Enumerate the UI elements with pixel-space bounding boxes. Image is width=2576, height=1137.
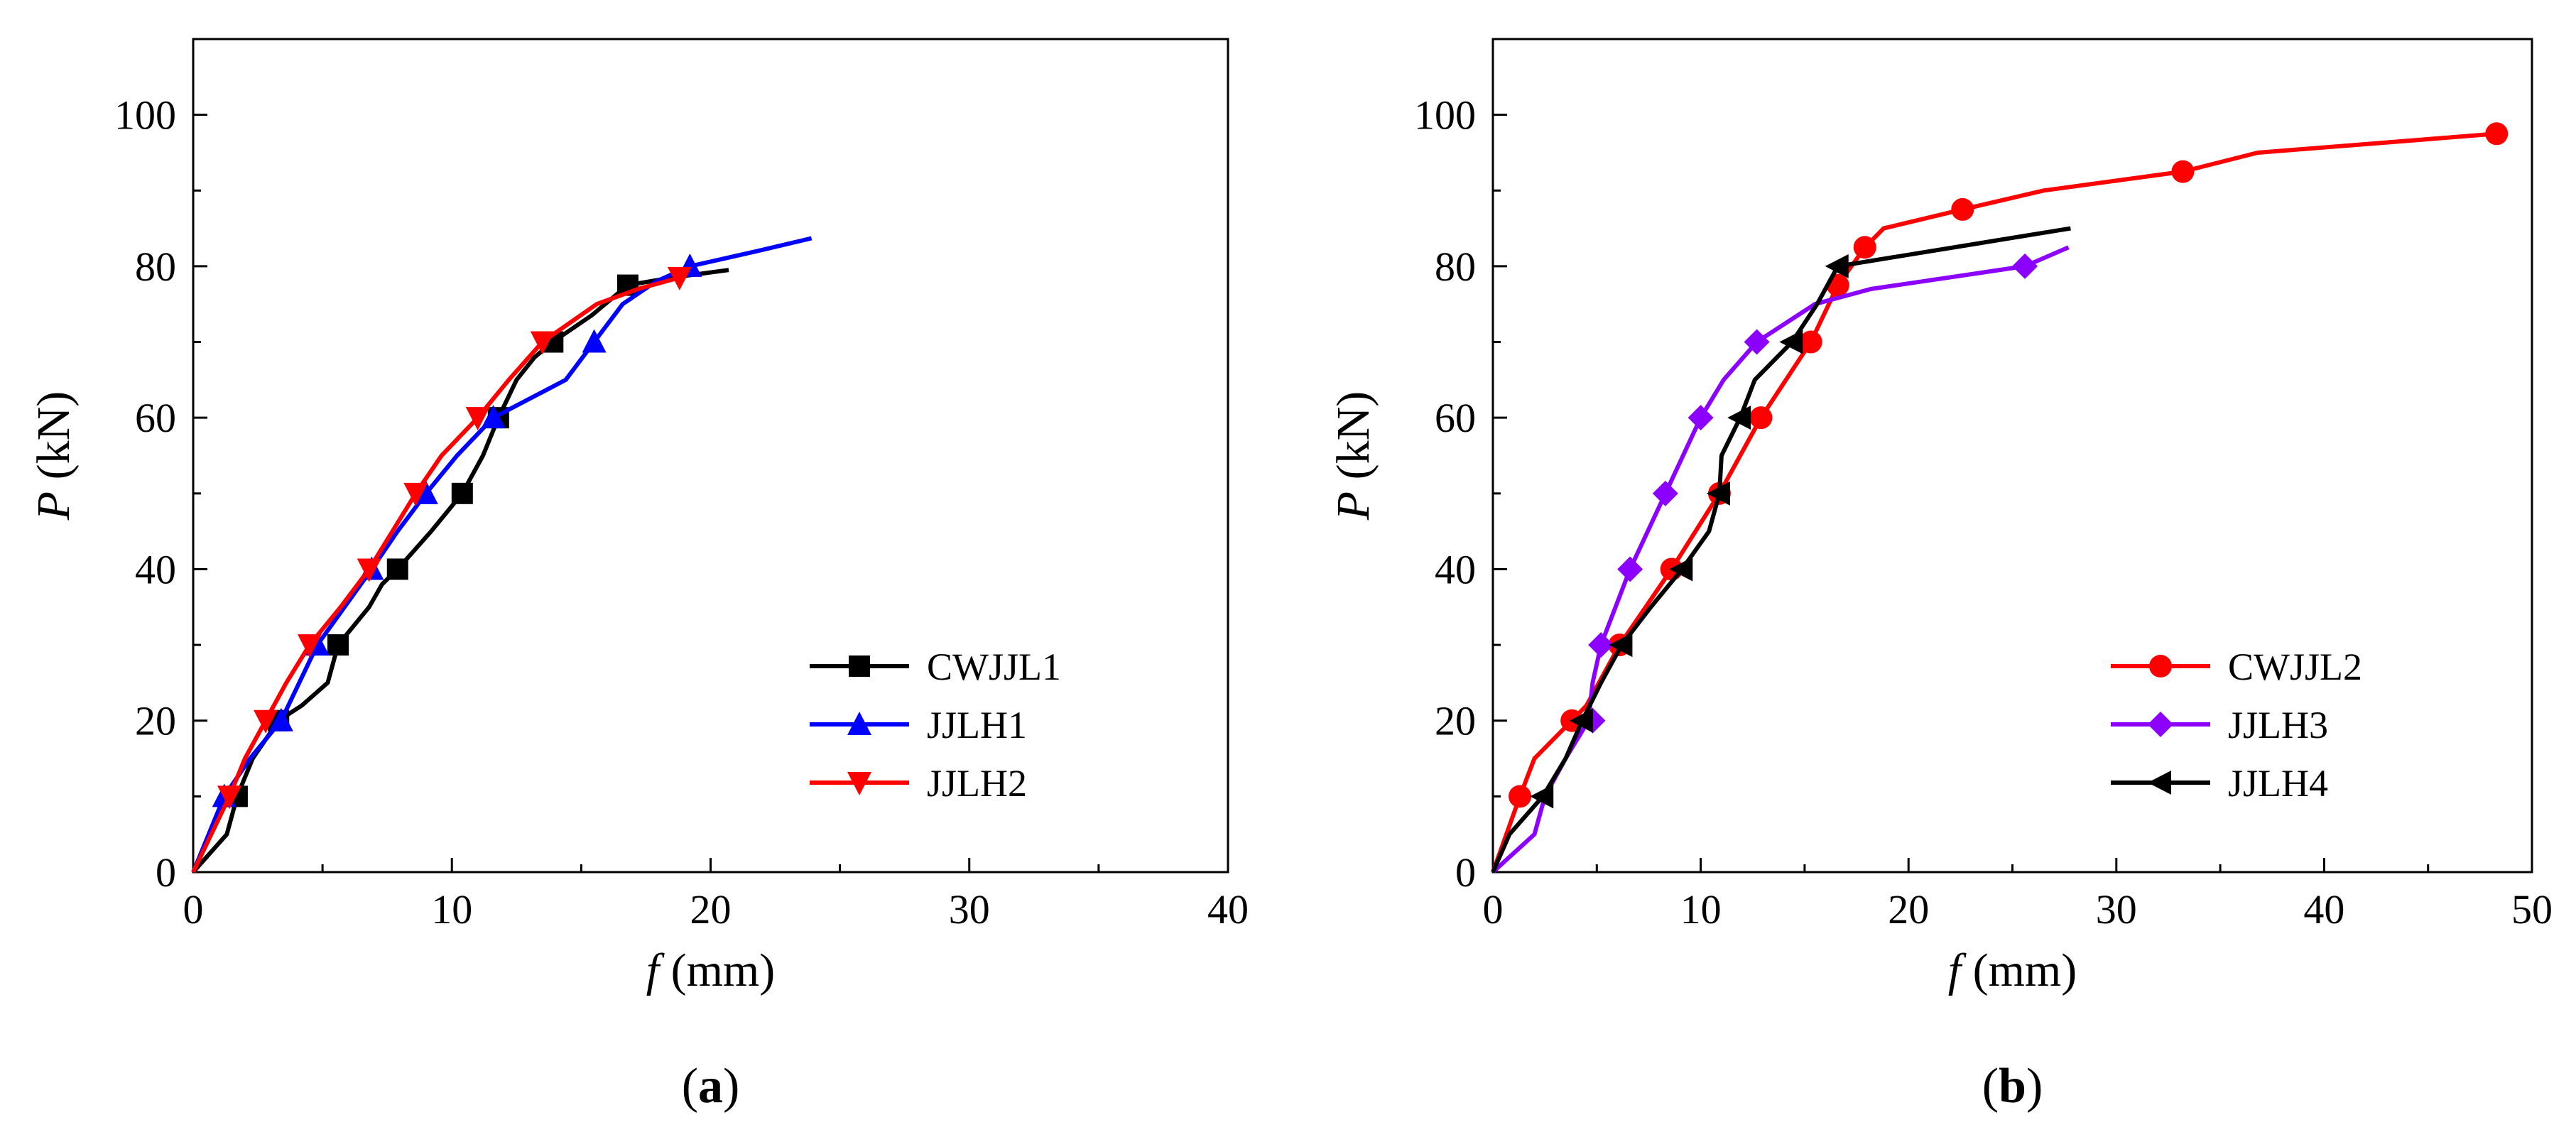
- data-point-jjlh4: [1609, 633, 1633, 658]
- y-tick-label: 100: [1414, 92, 1476, 138]
- data-point-jjlh2: [530, 331, 555, 355]
- data-point-jjlh3: [1688, 405, 1714, 431]
- data-point-cwjjl2: [2485, 122, 2509, 146]
- data-point-jjlh1: [481, 405, 506, 429]
- data-point-jjlh2: [357, 558, 381, 582]
- panel-caption: (b): [1982, 1059, 2043, 1114]
- data-point-jjlh4: [1727, 406, 1751, 430]
- data-point-jjlh4: [1825, 254, 1849, 278]
- data-point-jjlh4: [1669, 557, 1693, 582]
- x-tick-label: 30: [2096, 886, 2137, 932]
- data-point-jjlh2: [667, 266, 692, 290]
- data-point-cwjjl2: [1799, 330, 1822, 354]
- data-point-jjlh1: [413, 480, 438, 504]
- y-tick-label: 100: [114, 92, 176, 138]
- panel-caption: (a): [682, 1059, 740, 1114]
- data-point-jjlh2: [217, 785, 241, 810]
- data-point-jjlh2: [297, 634, 322, 658]
- legend-marker-jjlh4: [2148, 771, 2171, 795]
- x-tick-label: 30: [949, 886, 990, 932]
- series-line-jjlh1: [191, 236, 813, 874]
- legend-label-jjlh3: JJLH3: [2228, 704, 2328, 746]
- y-tick-label: 60: [1435, 395, 1476, 441]
- legend-label-cwjjl2: CWJJL2: [2228, 646, 2362, 688]
- data-point-jjlh2: [253, 709, 278, 734]
- data-point-cwjjl2: [1853, 236, 1876, 259]
- x-tick-label: 20: [690, 886, 732, 932]
- legend-marker-cwjjl1: [849, 655, 870, 677]
- data-point-cwjjl2: [1951, 197, 1974, 221]
- y-tick-label: 0: [1455, 849, 1476, 896]
- legend-label-jjlh1: JJLH1: [927, 704, 1027, 746]
- plot-frame: [192, 38, 1229, 874]
- data-point-cwjjl2: [1749, 406, 1773, 430]
- y-tick-label: 40: [1435, 546, 1476, 592]
- x-tick-label: 10: [431, 886, 472, 932]
- legend-label-cwjjl1: CWJJL1: [927, 646, 1061, 688]
- data-point-jjlh4: [1569, 708, 1593, 733]
- data-point-cwjjl2: [1509, 785, 1532, 808]
- x-tick-label: 0: [1483, 886, 1504, 932]
- panel-a: 0 10 20 30 40 0 20 40 60 80 100 f (mm) P (kN) CWJJL1 J…: [28, 38, 1249, 1114]
- x-tick-label: 20: [1888, 886, 1929, 932]
- legend-marker-cwjjl2: [2149, 655, 2172, 678]
- data-point-jjlh3: [1652, 480, 1678, 506]
- panel-b: 0 10 20 30 40 50 0 20 40 60 80 100 f (mm) P (kN) CWJJL…: [1327, 38, 2553, 1114]
- y-tick-label: 80: [135, 244, 176, 290]
- legend-marker-jjlh2: [847, 772, 871, 795]
- x-tick-label: 50: [2511, 886, 2553, 932]
- series-line-cwjjl2: [1491, 131, 2497, 874]
- data-point-jjlh4: [1779, 330, 1803, 354]
- y-tick-label: 60: [135, 395, 176, 441]
- data-point-jjlh1: [582, 329, 607, 353]
- data-point-cwjjl1: [327, 634, 349, 656]
- y-tick-label: 80: [1435, 244, 1476, 290]
- x-axis-title: f (mm): [646, 945, 775, 996]
- x-tick-label: 40: [2303, 886, 2344, 932]
- data-point-jjlh3: [1617, 556, 1643, 582]
- legend-label-jjlh2: JJLH2: [927, 762, 1027, 805]
- x-tick-label: 40: [1207, 886, 1249, 932]
- y-tick-label: 0: [156, 849, 176, 896]
- data-point-jjlh3: [2012, 253, 2038, 279]
- x-tick-label: 10: [1680, 886, 1722, 932]
- y-axis-title: P (kN): [1327, 391, 1379, 521]
- legend-marker-jjlh3: [2148, 712, 2173, 737]
- plot-frame: [1491, 38, 2533, 874]
- data-point-jjlh4: [1530, 784, 1554, 809]
- data-point-cwjjl1: [451, 482, 473, 504]
- y-tick-label: 20: [135, 698, 176, 744]
- data-point-jjlh4: [1706, 481, 1730, 506]
- data-point-jjlh2: [465, 407, 490, 431]
- data-point-cwjjl2: [2171, 160, 2195, 183]
- data-point-jjlh3: [1588, 632, 1614, 658]
- y-axis-title: P (kN): [28, 391, 80, 521]
- series-line-jjlh3: [1491, 245, 2070, 874]
- legend-label-jjlh4: JJLH4: [2228, 762, 2328, 805]
- series-line-cwjjl1: [191, 268, 729, 874]
- data-point-jjlh2: [403, 482, 428, 506]
- x-tick-label: 0: [183, 886, 204, 932]
- y-tick-label: 40: [135, 546, 176, 592]
- x-axis-title: f (mm): [1948, 945, 2077, 996]
- data-point-jjlh3: [1744, 329, 1770, 355]
- y-tick-label: 20: [1435, 698, 1476, 744]
- data-point-jjlh1: [268, 707, 293, 731]
- series-line-jjlh2: [191, 276, 680, 874]
- data-point-cwjjl1: [386, 558, 408, 580]
- legend-marker-jjlh1: [847, 712, 871, 735]
